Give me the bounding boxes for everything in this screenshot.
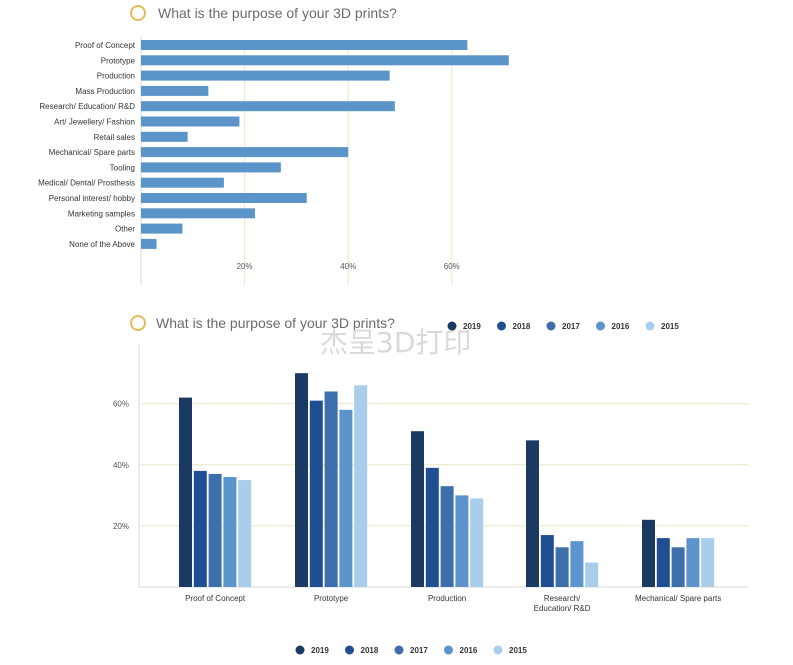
legend-swatch-2019 [295,645,305,655]
bar-prototype-2016 [339,409,353,587]
category-label: Prototype [101,56,136,65]
category-label: Other [115,225,135,234]
legend-swatch-2017 [394,645,404,655]
legend-label: 2016 [612,322,630,331]
bar-production-2016 [455,495,469,587]
bar-mechanical-spare-parts-2019 [642,519,655,587]
legend-swatch-2016 [596,321,605,331]
y-tick-label: 20% [113,522,129,531]
category-label: Research/ [544,594,581,603]
category-label: Proof of Concept [75,41,136,50]
category-label: Education/ R&D [534,604,591,613]
bar-prototype-2018 [309,400,323,587]
bar-prototype [141,55,509,66]
bar-production-2015 [470,498,484,587]
bar-research-education-r-d-2016 [570,541,584,587]
category-label: Art/ Jewellery/ Fashion [54,118,135,127]
legend-label: 2015 [661,322,679,331]
bar-proof-of-concept-2019 [179,397,192,587]
y-tick-label: 60% [113,400,129,409]
category-label: Mechanical/ Spare parts [49,148,135,157]
title-circle-icon [130,315,146,331]
bar-art-jewellery-fashion [141,116,240,127]
bar-tooling [141,162,281,173]
legend-swatch-2018 [497,321,506,331]
legend-label: 2018 [361,646,379,655]
bar-research-education-r-d-2015 [585,562,599,587]
category-label: Personal interest/ hobby [49,194,135,203]
category-label: Tooling [110,163,135,172]
category-label: Mass Production [75,87,135,96]
bar-proof-of-concept-2016 [223,477,237,587]
bar-research-education-r-d-2017 [555,547,569,587]
legend-label: 2015 [509,646,527,655]
legend-label: 2017 [410,646,428,655]
y-tick-label: 40% [113,461,129,470]
bar-personal-interest-hobby [141,193,307,203]
category-label: Marketing samples [68,209,135,218]
category-label: Retail sales [94,133,135,142]
bar-research-education-r-d-2018 [540,535,554,587]
category-label: Medical/ Dental/ Prosthesis [38,179,135,188]
bar-proof-of-concept [141,40,468,50]
category-label: Proof of Concept [185,594,246,603]
bar-mechanical-spare-parts [141,147,349,158]
legend-swatch-2019 [447,321,457,331]
x-tick-label: 40% [340,262,356,271]
legend-swatch-2016 [444,645,453,655]
x-tick-label: 20% [237,262,253,271]
chart-2-title: What is the purpose of your 3D prints? [156,315,395,331]
bar-retail-sales [141,131,188,142]
legend-swatch-2017 [546,321,556,331]
bar-proof-of-concept-2017 [208,473,222,587]
bar-prototype-2019 [295,373,308,587]
legend-swatch-2015 [645,321,655,331]
legend-swatch-2018 [345,645,354,655]
legend-label: 2017 [562,322,580,331]
bar-production-2018 [425,467,439,587]
legend-label: 2019 [463,322,481,331]
bar-mechanical-spare-parts-2017 [671,547,685,587]
watermark: 杰呈3D打印 [320,326,471,359]
horizontal-bar-chart: What is the purpose of your 3D prints? P… [38,5,509,285]
legend-label: 2018 [513,322,531,331]
category-label: Production [428,594,466,603]
legend-label: 2016 [460,646,478,655]
category-label: Production [97,72,135,81]
category-label: None of the Above [69,240,135,249]
bar-none-of-the-above [141,238,157,249]
bar-mechanical-spare-parts-2015 [701,538,715,587]
chart-1-title: What is the purpose of your 3D prints? [158,5,397,21]
legend-label: 2019 [311,646,329,655]
bar-production-2019 [411,431,424,587]
bar-other [141,223,183,234]
title-circle-icon [130,5,146,21]
bar-prototype-2017 [324,391,338,587]
bar-production-2017 [440,486,454,587]
bar-mechanical-spare-parts-2016 [686,538,700,587]
bar-marketing-samples [141,208,255,219]
bar-research-education-r-d [141,101,395,112]
category-label: Research/ Education/ R&D [39,102,135,111]
bar-mechanical-spare-parts-2018 [656,538,670,587]
legend-swatch-2015 [493,645,503,655]
bar-prototype-2015 [354,385,368,587]
bar-production [141,70,390,81]
vertical-bar-chart: What is the purpose of your 3D prints? 杰… [113,315,748,655]
bar-proof-of-concept-2018 [193,470,207,587]
bar-proof-of-concept-2015 [238,480,252,587]
bar-medical-dental-prosthesis [141,177,224,188]
bar-research-education-r-d-2019 [526,440,539,587]
bar-mass-production [141,85,209,96]
x-tick-label: 60% [444,262,460,271]
category-label: Prototype [314,594,349,603]
category-label: Mechanical/ Spare parts [635,594,721,603]
